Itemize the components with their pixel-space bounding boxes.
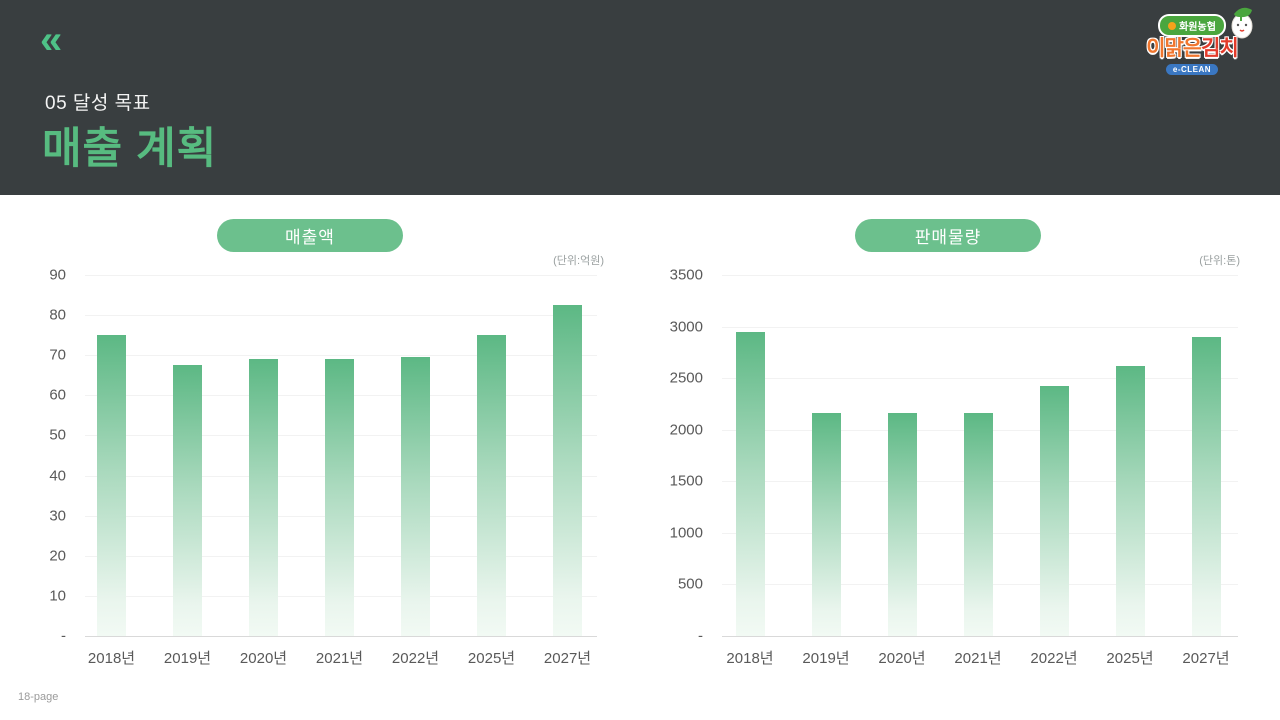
bar bbox=[97, 335, 126, 636]
plot-area: 3500 3000 2500 2000 1500 1000 500 - 2018년 2019년 20… bbox=[670, 267, 1238, 667]
unit-label: (단위:억원) bbox=[553, 255, 604, 267]
y-axis-tick-label: 80 bbox=[49, 306, 66, 324]
y-axis-tick-label: 1000 bbox=[669, 524, 703, 542]
y-axis-zero-label: - bbox=[698, 627, 703, 645]
x-axis-tick-label: 2027년 bbox=[1182, 650, 1230, 667]
bar bbox=[735, 331, 765, 636]
brand-name-part2: 김치 bbox=[1201, 37, 1239, 60]
gridline bbox=[85, 275, 597, 276]
chart-title: 매출액 bbox=[285, 228, 335, 247]
x-axis-tick-label: 2021년 bbox=[954, 650, 1002, 667]
x-axis-tick-label: 2020년 bbox=[239, 650, 288, 667]
unit-label: (단위:톤) bbox=[1199, 255, 1240, 267]
plot-area: 90 80 70 60 50 40 30 20 10 - 2018년 2019년 2020년 2021년 2… bbox=[49, 267, 597, 667]
x-axis-tick-label: 2021년 bbox=[315, 650, 364, 667]
mascot-icon bbox=[1226, 4, 1258, 45]
gridline bbox=[722, 275, 1238, 276]
y-axis-tick-label: 70 bbox=[49, 346, 66, 364]
coop-badge-label: 화원농협 bbox=[1179, 22, 1216, 33]
y-axis-tick-label: 1500 bbox=[669, 472, 703, 490]
bar bbox=[1191, 336, 1221, 636]
x-axis-tick-label: 2019년 bbox=[163, 650, 212, 667]
bar bbox=[325, 359, 354, 636]
x-axis-line bbox=[85, 636, 597, 637]
x-axis-tick-label: 2025년 bbox=[1106, 650, 1154, 667]
bar bbox=[1115, 365, 1145, 636]
x-axis-line bbox=[722, 636, 1238, 637]
page-title: 매출 계획 bbox=[42, 125, 218, 173]
coop-emblem-icon bbox=[1168, 21, 1177, 30]
y-axis-zero-label: - bbox=[61, 627, 66, 645]
bar bbox=[887, 413, 917, 636]
bar bbox=[963, 413, 993, 636]
y-axis-tick-label: 50 bbox=[49, 426, 66, 444]
bar bbox=[553, 305, 582, 636]
back-chevron-icon[interactable]: « bbox=[40, 18, 63, 62]
x-axis-tick-label: 2022년 bbox=[1030, 650, 1078, 667]
chart-sales-volume: 판매물량 (단위:톤) 3500 3000 2500 2000 1500 1000 500 -… bbox=[670, 210, 1240, 690]
y-axis-tick-label: 3000 bbox=[669, 318, 703, 336]
y-axis-tick-label: 40 bbox=[49, 467, 66, 485]
y-axis-tick-label: 2000 bbox=[669, 421, 703, 439]
brand-name: 이맑은김치 bbox=[1134, 38, 1250, 59]
page-number: 18-page bbox=[18, 691, 59, 703]
gridline bbox=[722, 326, 1238, 328]
bar bbox=[811, 413, 841, 636]
x-axis-tick-label: 2020년 bbox=[878, 650, 926, 667]
y-axis-tick-label: 3500 bbox=[669, 266, 703, 284]
bar bbox=[477, 335, 506, 636]
y-axis-tick-label: 30 bbox=[49, 507, 66, 525]
gridline bbox=[722, 378, 1238, 380]
x-axis-tick-label: 2022년 bbox=[391, 650, 440, 667]
gridline bbox=[85, 355, 597, 357]
coop-badge: 화원농협 bbox=[1160, 16, 1224, 35]
section-kicker: 05 달성 목표 bbox=[45, 93, 151, 114]
eclean-badge: e-CLEAN bbox=[1165, 64, 1219, 75]
chart-title-badge: 판매물량 bbox=[855, 219, 1041, 252]
bar bbox=[249, 359, 278, 636]
x-axis-tick-label: 2027년 bbox=[543, 650, 592, 667]
bar bbox=[173, 365, 202, 636]
gridline bbox=[85, 315, 597, 317]
bar bbox=[401, 357, 430, 636]
brand-name-part1: 이맑은 bbox=[1146, 37, 1202, 60]
brand-logo: 화원농협 이맑은김치 e-CLEAN bbox=[1134, 7, 1253, 77]
x-axis-tick-label: 2019년 bbox=[802, 650, 850, 667]
y-axis-tick-label: 500 bbox=[677, 575, 703, 593]
chart-title: 판매물량 bbox=[914, 228, 982, 247]
x-axis-tick-label: 2018년 bbox=[726, 650, 774, 667]
slide-header: « 05 달성 목표 매출 계획 화원농협 이맑은김치 e bbox=[0, 0, 1280, 195]
chart-title-badge: 매출액 bbox=[217, 219, 403, 252]
y-axis-tick-label: 90 bbox=[49, 266, 66, 284]
y-axis-tick-label: 2500 bbox=[669, 369, 703, 387]
chart-sales-revenue: 매출액 (단위:억원) 90 80 70 60 50 40 30 20 10 - 2018년 2019… bbox=[49, 210, 618, 690]
y-axis-tick-label: 20 bbox=[49, 547, 66, 565]
bar bbox=[1039, 386, 1069, 636]
x-axis-tick-label: 2025년 bbox=[467, 650, 516, 667]
y-axis-tick-label: 60 bbox=[49, 386, 66, 404]
y-axis-tick-label: 10 bbox=[49, 587, 66, 605]
x-axis-tick-label: 2018년 bbox=[87, 650, 136, 667]
